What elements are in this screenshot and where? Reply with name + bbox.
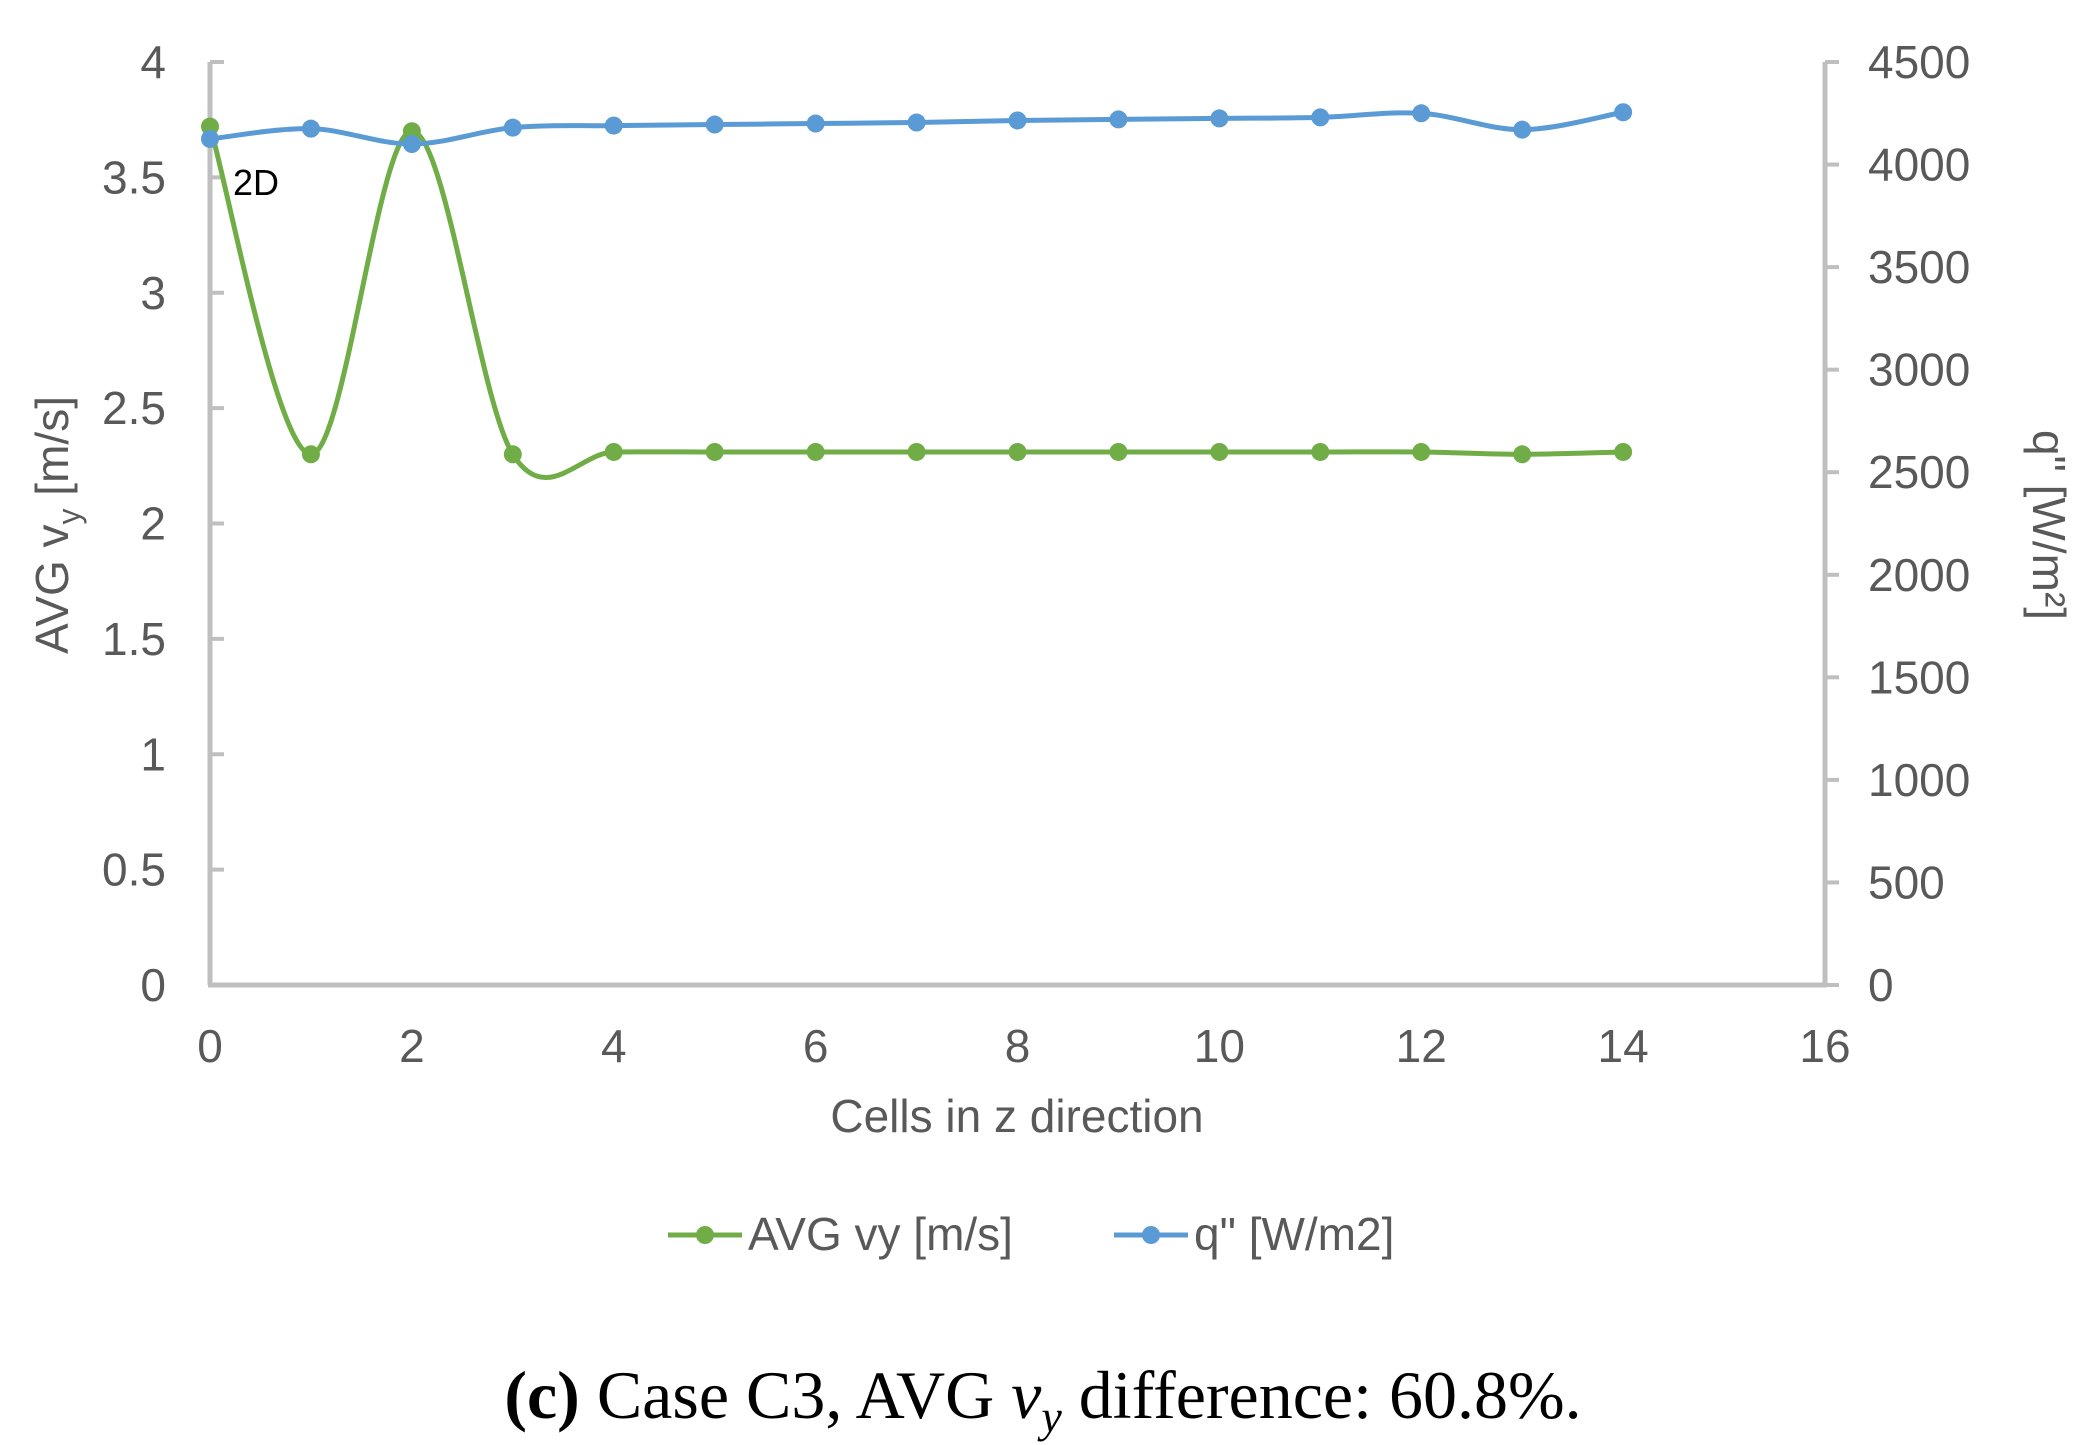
caption-math-var: v: [1011, 1357, 1042, 1433]
data-point-heat-flux: [301, 119, 320, 138]
x-tick-label: 16: [1799, 1020, 1850, 1072]
data-point-heat-flux: [705, 115, 724, 134]
left-y-label-main: AVG v: [26, 524, 78, 654]
legend-marker-blue: [1142, 1226, 1160, 1244]
data-point-heat-flux: [1109, 110, 1128, 129]
series-line-avg-vy: [207, 125, 1624, 480]
right-y-tick-label: 2000: [1868, 549, 1970, 601]
figure-caption: (c) Case C3, AVG vy difference: 60.8%.: [504, 1357, 1581, 1442]
right-y-tick-label: 3500: [1868, 241, 1970, 293]
series-layer: [201, 103, 1633, 480]
left-y-tick-label: 3.5: [102, 151, 166, 203]
caption-text-before: Case C3, AVG: [580, 1357, 1011, 1433]
x-tick-label: 6: [803, 1020, 829, 1072]
x-axis-label: Cells in z direction: [830, 1090, 1203, 1142]
data-point-heat-flux: [907, 113, 926, 132]
right-y-tick-label: 1000: [1868, 754, 1970, 806]
left-y-ticks: 0 0.5 1 1.5 2 2.5 3 3.5 4: [102, 36, 224, 1011]
left-y-label-unit: [m/s]: [26, 396, 78, 508]
data-point-heat-flux: [1008, 111, 1027, 130]
right-y-axis-label: q" [W/m²]: [2023, 430, 2075, 620]
left-y-tick-label: 1: [140, 728, 166, 780]
right-y-tick-label: 4000: [1868, 139, 1970, 191]
data-point-avg-vy: [1513, 445, 1532, 464]
legend-item-green: AVG vy [m/s]: [668, 1208, 1013, 1260]
data-point-heat-flux: [1210, 109, 1229, 128]
left-y-tick-label: 1.5: [102, 613, 166, 665]
data-point-avg-vy: [806, 442, 825, 461]
left-y-label-sub: y: [51, 508, 87, 524]
data-point-heat-flux: [201, 129, 219, 148]
right-y-tick-label: 3000: [1868, 344, 1970, 396]
data-point-avg-vy: [705, 442, 724, 461]
right-y-tick-label: 2500: [1868, 446, 1970, 498]
data-point-avg-vy: [907, 442, 926, 461]
caption-label: (c): [504, 1357, 579, 1433]
data-point-avg-vy: [402, 122, 421, 141]
left-y-tick-label: 0.5: [102, 844, 166, 896]
left-y-tick-label: 2: [140, 498, 166, 550]
left-y-tick-label: 2.5: [102, 382, 166, 434]
data-point-avg-vy: [1614, 442, 1633, 461]
data-point-heat-flux: [503, 118, 522, 137]
data-point-avg-vy: [604, 442, 623, 461]
right-y-tick-label: 0: [1868, 959, 1894, 1011]
x-tick-label: 14: [1598, 1020, 1649, 1072]
plot-area: 0 0.5 1 1.5 2 2.5 3 3.5 4 0 500 1000 1500 2000 2500 30…: [102, 36, 1970, 1072]
data-point-avg-vy: [1412, 442, 1431, 461]
data-point-heat-flux: [806, 114, 825, 133]
data-point-avg-vy: [503, 445, 522, 464]
caption-text-after: difference: 60.8%.: [1062, 1357, 1582, 1433]
right-y-ticks: 0 500 1000 1500 2000 2500 3000 3500 4000 4500: [1825, 36, 1970, 1011]
right-y-tick-label: 500: [1868, 856, 1945, 908]
data-point-avg-vy: [1008, 442, 1027, 461]
legend-label-green: AVG vy [m/s]: [748, 1208, 1013, 1260]
x-tick-label: 8: [1005, 1020, 1031, 1072]
legend: AVG vy [m/s] q" [W/m2]: [668, 1208, 1394, 1260]
x-tick-label: 12: [1396, 1020, 1447, 1072]
data-point-heat-flux: [402, 135, 421, 154]
right-y-tick-label: 4500: [1868, 36, 1970, 88]
annotation-2d: 2D: [233, 162, 279, 203]
data-point-heat-flux: [1412, 104, 1431, 123]
data-point-avg-vy: [1109, 442, 1128, 461]
legend-label-blue: q" [W/m2]: [1194, 1208, 1394, 1260]
data-point-heat-flux: [604, 116, 623, 135]
data-point-avg-vy: [301, 445, 320, 464]
caption-math-sub: y: [1037, 1391, 1062, 1442]
legend-marker-green: [696, 1226, 714, 1244]
x-tick-label: 10: [1194, 1020, 1245, 1072]
x-ticks: 0 2 4 6 8 10 12 14 16: [197, 1020, 1850, 1072]
data-point-avg-vy: [1311, 442, 1330, 461]
data-point-avg-vy: [201, 117, 219, 136]
data-point-avg-vy: [1210, 442, 1229, 461]
data-point-heat-flux: [1614, 103, 1633, 122]
left-y-tick-label: 4: [140, 36, 166, 88]
x-tick-label: 0: [197, 1020, 223, 1072]
x-tick-label: 4: [601, 1020, 627, 1072]
left-y-tick-label: 3: [140, 267, 166, 319]
left-y-tick-label: 0: [140, 959, 166, 1011]
left-y-axis-label: AVG vy [m/s]: [26, 396, 87, 654]
data-point-heat-flux: [1311, 108, 1330, 127]
right-y-tick-label: 1500: [1868, 651, 1970, 703]
data-point-heat-flux: [1513, 120, 1532, 139]
x-tick-label: 2: [399, 1020, 425, 1072]
legend-item-blue: q" [W/m2]: [1114, 1208, 1394, 1260]
